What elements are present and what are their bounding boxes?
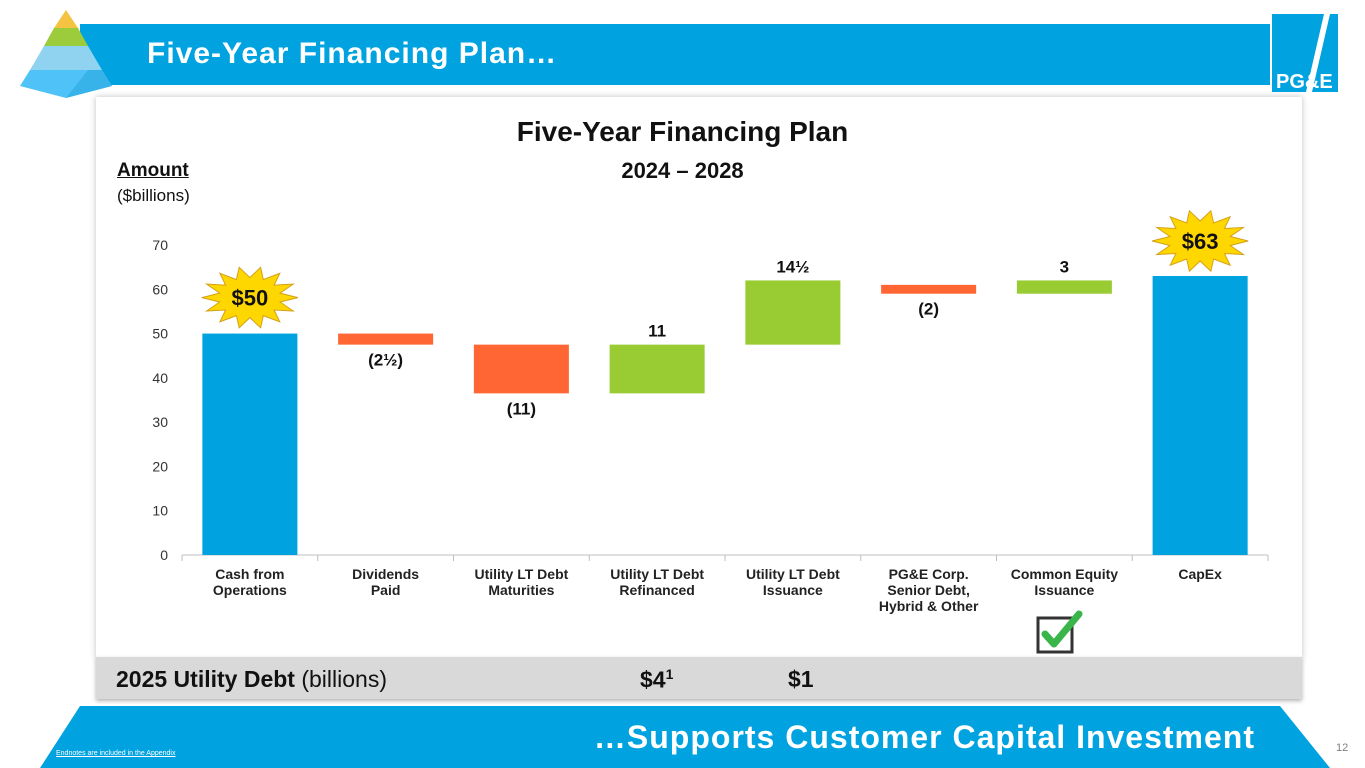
chart-title: Five-Year Financing Plan [516, 116, 849, 147]
x-tick-label: Common Equity [1011, 566, 1119, 582]
bar-decrease [881, 284, 977, 294]
bar-increase [745, 280, 841, 345]
x-tick-label: Issuance [1034, 582, 1094, 598]
x-tick-label: Issuance [763, 582, 823, 598]
data-label: (2½) [368, 351, 403, 370]
data-label: 14½ [776, 257, 809, 276]
x-tick-label: Dividends [352, 566, 419, 582]
bar-total [1152, 276, 1248, 555]
starburst-icon [201, 266, 299, 329]
y-tick-label: 20 [152, 458, 168, 474]
x-tick-label: PG&E Corp. [889, 566, 969, 582]
data-label: $50 [232, 286, 269, 311]
header-band [80, 24, 1270, 85]
debt-row [96, 657, 1302, 699]
data-label: (2) [918, 300, 939, 319]
x-tick-label: Operations [213, 582, 287, 598]
chart-subtitle: 2024 – 2028 [621, 158, 744, 183]
page-title: Five-Year Financing Plan… [147, 37, 558, 70]
x-tick-label: Paid [371, 582, 401, 598]
bar-increase [609, 344, 705, 394]
data-label: $63 [1182, 229, 1219, 254]
x-tick-label: Utility LT Debt [746, 566, 840, 582]
bar-total [202, 333, 298, 555]
footer-band [40, 706, 1330, 768]
x-tick-label: Maturities [488, 582, 554, 598]
starburst-icon [1151, 209, 1249, 273]
footer-tagline: …Supports Customer Capital Investment [593, 719, 1255, 755]
y-tick-label: 0 [160, 547, 168, 563]
pge-logo-icon: PG&E [1272, 14, 1338, 92]
bar-decrease [338, 333, 434, 345]
page-number: 12 [1336, 742, 1349, 754]
x-tick-label: Utility LT Debt [474, 566, 568, 582]
data-label: 3 [1060, 257, 1069, 276]
y-axis-unit: ($billions) [117, 186, 190, 205]
checkbox-checked-icon [1036, 610, 1083, 654]
y-tick-label: 10 [152, 503, 168, 519]
data-label: 11 [648, 322, 666, 341]
x-tick-label: CapEx [1178, 566, 1222, 582]
debt-row-label: 2025 Utility Debt (billions) [116, 666, 387, 693]
svg-text:PG&E: PG&E [1276, 71, 1333, 92]
debt-row-label-bold: 2025 Utility Debt [116, 666, 295, 692]
debt-row-label-rest: (billions) [294, 666, 387, 692]
bar-decrease [473, 344, 569, 394]
y-tick-label: 60 [152, 281, 168, 297]
x-tick-label: Cash from [215, 566, 284, 582]
data-label: (11) [507, 399, 536, 418]
debt-issuance-value: $1 [788, 666, 814, 692]
y-axis-label: Amount [117, 160, 189, 181]
x-tick-label: Refinanced [619, 582, 694, 598]
endnote-link[interactable]: Endnotes are included in the Appendix [56, 750, 176, 757]
x-tick-label: Hybrid & Other [879, 598, 979, 614]
pyramid-icon [20, 10, 112, 98]
bar-increase [1016, 280, 1112, 294]
x-tick-label: Senior Debt, [887, 582, 969, 598]
y-tick-label: 40 [152, 370, 168, 386]
y-tick-label: 30 [152, 414, 168, 430]
debt-maturities-value: $41 [640, 666, 674, 693]
y-tick-label: 50 [152, 326, 168, 342]
y-tick-label: 70 [152, 237, 168, 253]
x-tick-label: Utility LT Debt [610, 566, 704, 582]
